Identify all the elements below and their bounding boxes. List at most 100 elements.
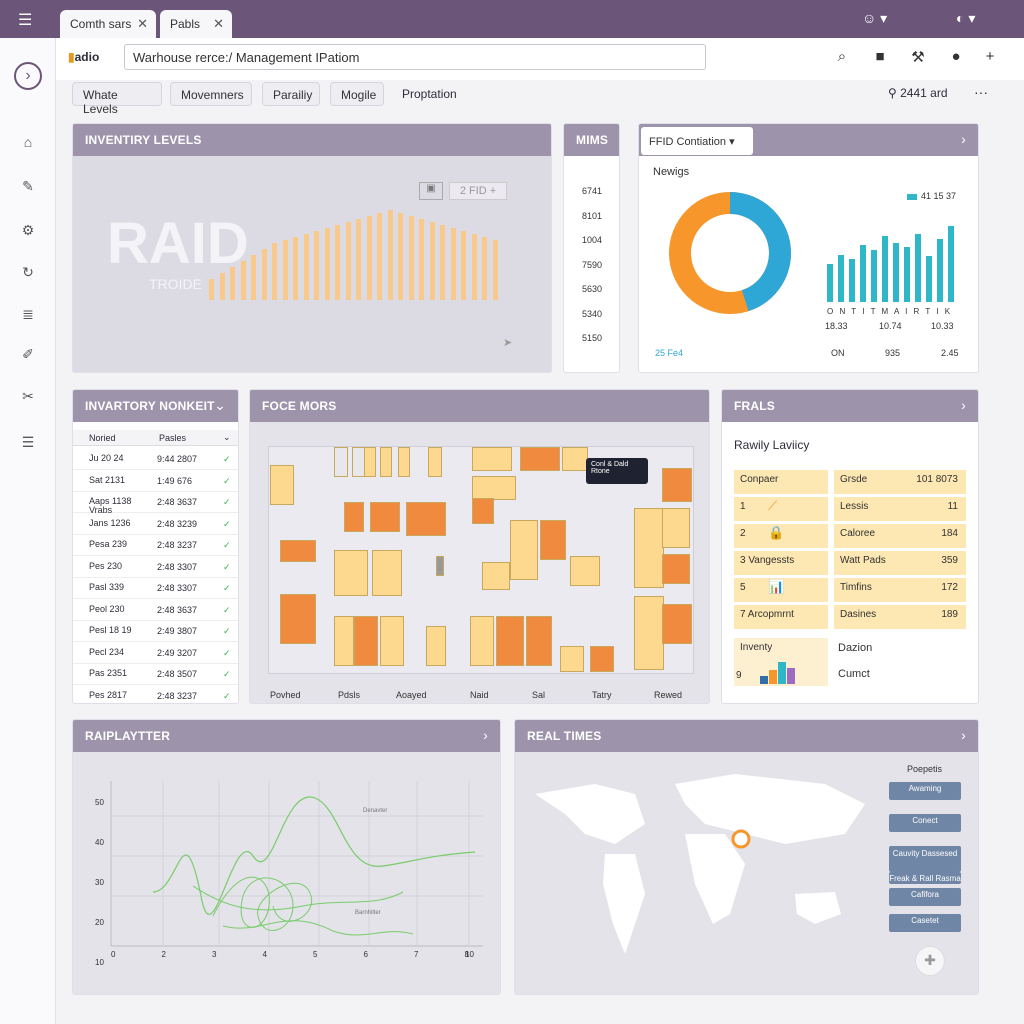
storage-bay[interactable] bbox=[540, 520, 566, 560]
close-icon[interactable]: ✕ bbox=[137, 16, 148, 31]
chip-1[interactable]: Movemners bbox=[170, 82, 252, 106]
fid-dropdown[interactable]: FFID Contiation ▾ bbox=[641, 127, 753, 155]
storage-bay[interactable] bbox=[280, 594, 316, 644]
chip-3[interactable]: Mogile bbox=[330, 82, 384, 106]
frals-right-cell[interactable]: Dasines 189 bbox=[834, 605, 966, 629]
table-row[interactable]: Pesl 18 19 2:49 3807 ✓ bbox=[73, 620, 238, 642]
video-icon[interactable]: ■ bbox=[875, 48, 885, 65]
address-input[interactable]: Warhouse rerce:/ Management IPatiom bbox=[124, 44, 706, 70]
storage-bay[interactable] bbox=[634, 508, 664, 588]
search-icon[interactable]: ⌕ bbox=[837, 48, 847, 65]
storage-bay[interactable] bbox=[344, 502, 364, 532]
user-label[interactable]: ⚲ 2441 ard bbox=[888, 86, 948, 100]
storage-bay[interactable] bbox=[662, 468, 692, 502]
table-row[interactable]: Sat 2131 1:49 676 ✓ bbox=[73, 470, 238, 492]
table-row[interactable]: Peol 230 2:48 3637 ✓ bbox=[73, 599, 238, 621]
frals-left-cell[interactable]: 1 bbox=[734, 497, 828, 521]
frals-right-cell[interactable]: Timfins 172 bbox=[834, 578, 966, 602]
storage-bay[interactable] bbox=[662, 604, 692, 644]
arrow-icon[interactable]: ➤ bbox=[503, 337, 513, 349]
tab-1[interactable]: Comth sars ✕ bbox=[60, 10, 156, 40]
table-row[interactable]: Pesa 239 2:48 3237 ✓ bbox=[73, 534, 238, 556]
storage-bay[interactable] bbox=[482, 562, 510, 590]
lock-icon[interactable]: ⌂ bbox=[23, 134, 33, 150]
tab-2[interactable]: Pabls ✕ bbox=[160, 10, 232, 40]
realtime-button[interactable]: Conect bbox=[889, 814, 961, 832]
realtime-button[interactable]: Awaming bbox=[889, 782, 961, 800]
chevron-right-icon[interactable]: › bbox=[961, 727, 966, 743]
frals-right-cell[interactable]: Grsde 101 8073 bbox=[834, 470, 966, 494]
menu-list-icon[interactable]: ☰ bbox=[21, 434, 35, 450]
storage-bay[interactable] bbox=[364, 447, 376, 477]
storage-bay[interactable] bbox=[472, 476, 516, 500]
frals-right-cell[interactable]: Lessis 11 bbox=[834, 497, 966, 521]
storage-bay[interactable] bbox=[520, 447, 560, 471]
storage-bay[interactable] bbox=[270, 465, 294, 505]
frals-left-cell[interactable]: 3 Vangessts bbox=[734, 551, 828, 575]
add-icon[interactable]: + bbox=[985, 48, 995, 65]
storage-bay[interactable] bbox=[398, 447, 410, 477]
expand-icon[interactable]: › bbox=[14, 62, 42, 90]
table-row[interactable]: Aaps 1138 Vrabs 2:48 3637 ✓ bbox=[73, 491, 238, 515]
storage-bay[interactable] bbox=[496, 616, 524, 666]
list-icon[interactable]: ≣ bbox=[22, 306, 34, 322]
storage-bay[interactable] bbox=[590, 646, 614, 672]
storage-bay[interactable] bbox=[526, 616, 552, 666]
sort-icon[interactable]: ⌄ bbox=[223, 432, 231, 442]
table-row[interactable]: Pes 230 2:48 3307 ✓ bbox=[73, 556, 238, 578]
table-row[interactable]: Pasl 339 2:48 3307 ✓ bbox=[73, 577, 238, 599]
storage-bay[interactable] bbox=[510, 520, 538, 580]
chip-2[interactable]: Parailiy bbox=[262, 82, 320, 106]
storage-bay[interactable] bbox=[372, 550, 402, 596]
storage-bay[interactable] bbox=[280, 540, 316, 562]
storage-bay[interactable] bbox=[634, 596, 664, 670]
storage-bay[interactable] bbox=[436, 556, 444, 576]
frals-left-cell[interactable]: Conpaer bbox=[734, 470, 828, 494]
table-row[interactable]: Pecl 234 2:49 3207 ✓ bbox=[73, 642, 238, 664]
fab-button[interactable]: ✚ bbox=[915, 946, 945, 976]
table-row[interactable]: Pes 2817 2:48 3237 ✓ bbox=[73, 685, 238, 704]
table-row[interactable]: Pas 2351 2:48 3507 ✓ bbox=[73, 663, 238, 685]
storage-bay[interactable] bbox=[662, 508, 690, 548]
frals-left-cell[interactable]: 2 bbox=[734, 524, 828, 548]
chip-4[interactable]: Proptation bbox=[402, 87, 457, 101]
table-row[interactable]: Jans 1236 2:48 3239 ✓ bbox=[73, 513, 238, 535]
realtime-button[interactable]: Casetet bbox=[889, 914, 961, 932]
chevron-right-icon[interactable]: › bbox=[961, 131, 966, 147]
table-row[interactable]: Ju 20 24 9:44 2807 ✓ bbox=[73, 448, 238, 470]
storage-bay[interactable] bbox=[406, 502, 446, 536]
profile-icon[interactable]: ◐ ▾ bbox=[956, 10, 976, 26]
frals-left-cell[interactable]: 5 bbox=[734, 578, 828, 602]
storage-bay[interactable] bbox=[370, 502, 400, 532]
realtime-button[interactable]: Cauvity Dassesed bbox=[889, 846, 961, 872]
share-icon[interactable]: ↻ bbox=[22, 264, 34, 280]
chip-0[interactable]: Whate Levels bbox=[72, 82, 162, 116]
storage-bay[interactable] bbox=[354, 616, 378, 666]
storage-bay[interactable] bbox=[334, 447, 348, 477]
storage-bay[interactable] bbox=[380, 447, 392, 477]
storage-bay[interactable] bbox=[570, 556, 600, 586]
storage-bay[interactable] bbox=[334, 616, 354, 666]
storage-bay[interactable] bbox=[426, 626, 446, 666]
realtime-button[interactable]: Freak & Rall Rasma bbox=[889, 872, 961, 884]
chevron-right-icon[interactable]: › bbox=[483, 727, 488, 743]
frals-left-cell[interactable]: 7 Arcopmrnt bbox=[734, 605, 828, 629]
storage-bay[interactable] bbox=[380, 616, 404, 666]
close-icon[interactable]: ✕ bbox=[213, 16, 224, 31]
frame-icon[interactable]: ▣ bbox=[419, 182, 443, 200]
frals-right-cell[interactable]: Caloree 184 bbox=[834, 524, 966, 548]
tag-icon[interactable]: ✂ bbox=[22, 388, 34, 404]
more-icon[interactable]: ··· bbox=[974, 84, 988, 100]
menu-icon[interactable]: ☰ bbox=[18, 12, 33, 29]
note-icon[interactable]: ✐ bbox=[22, 346, 34, 362]
storage-bay[interactable] bbox=[662, 554, 690, 584]
edit-icon[interactable]: ✎ bbox=[22, 178, 34, 194]
storage-bay[interactable] bbox=[334, 550, 368, 596]
tool-icon[interactable]: ⚒ bbox=[911, 49, 925, 66]
realtime-button[interactable]: Cafifora bbox=[889, 888, 961, 906]
smiley-icon[interactable]: ☺ ▾ bbox=[862, 10, 888, 26]
storage-bay[interactable] bbox=[472, 447, 512, 471]
chevron-down-icon[interactable]: ⌄ bbox=[214, 397, 226, 413]
frals-right-cell[interactable]: Watt Pads 359 bbox=[834, 551, 966, 575]
storage-bay[interactable] bbox=[428, 447, 442, 477]
